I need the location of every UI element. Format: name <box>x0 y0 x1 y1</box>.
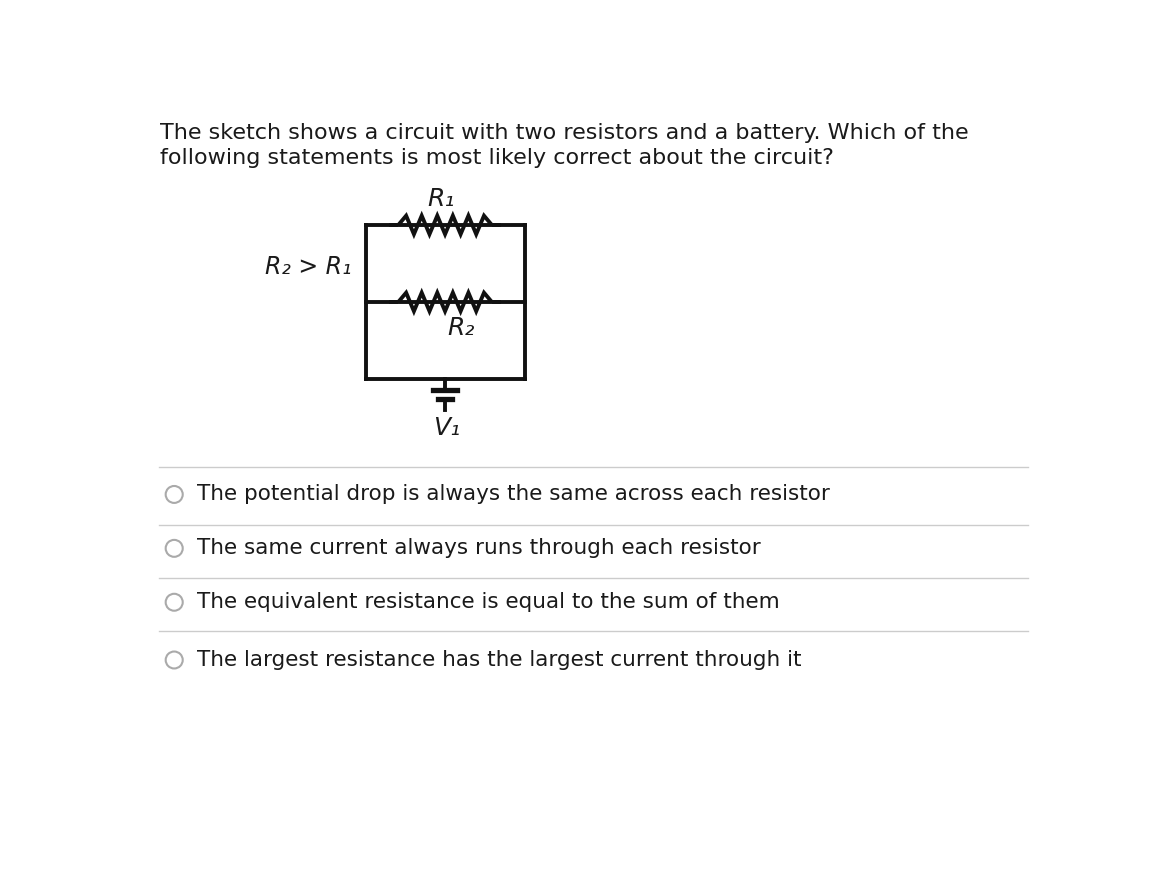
Text: R₂ > R₁: R₂ > R₁ <box>265 255 352 279</box>
Text: R₁: R₁ <box>427 187 455 211</box>
Text: The potential drop is always the same across each resistor: The potential drop is always the same ac… <box>197 485 829 504</box>
Text: The sketch shows a circuit with two resistors and a battery. Which of the: The sketch shows a circuit with two resi… <box>160 122 969 143</box>
Text: V₁: V₁ <box>433 416 460 440</box>
Text: R₂: R₂ <box>447 316 475 340</box>
Text: The equivalent resistance is equal to the sum of them: The equivalent resistance is equal to th… <box>197 592 779 612</box>
Text: The largest resistance has the largest current through it: The largest resistance has the largest c… <box>197 650 801 670</box>
Text: following statements is most likely correct about the circuit?: following statements is most likely corr… <box>160 148 834 168</box>
Text: The same current always runs through each resistor: The same current always runs through eac… <box>197 539 761 558</box>
